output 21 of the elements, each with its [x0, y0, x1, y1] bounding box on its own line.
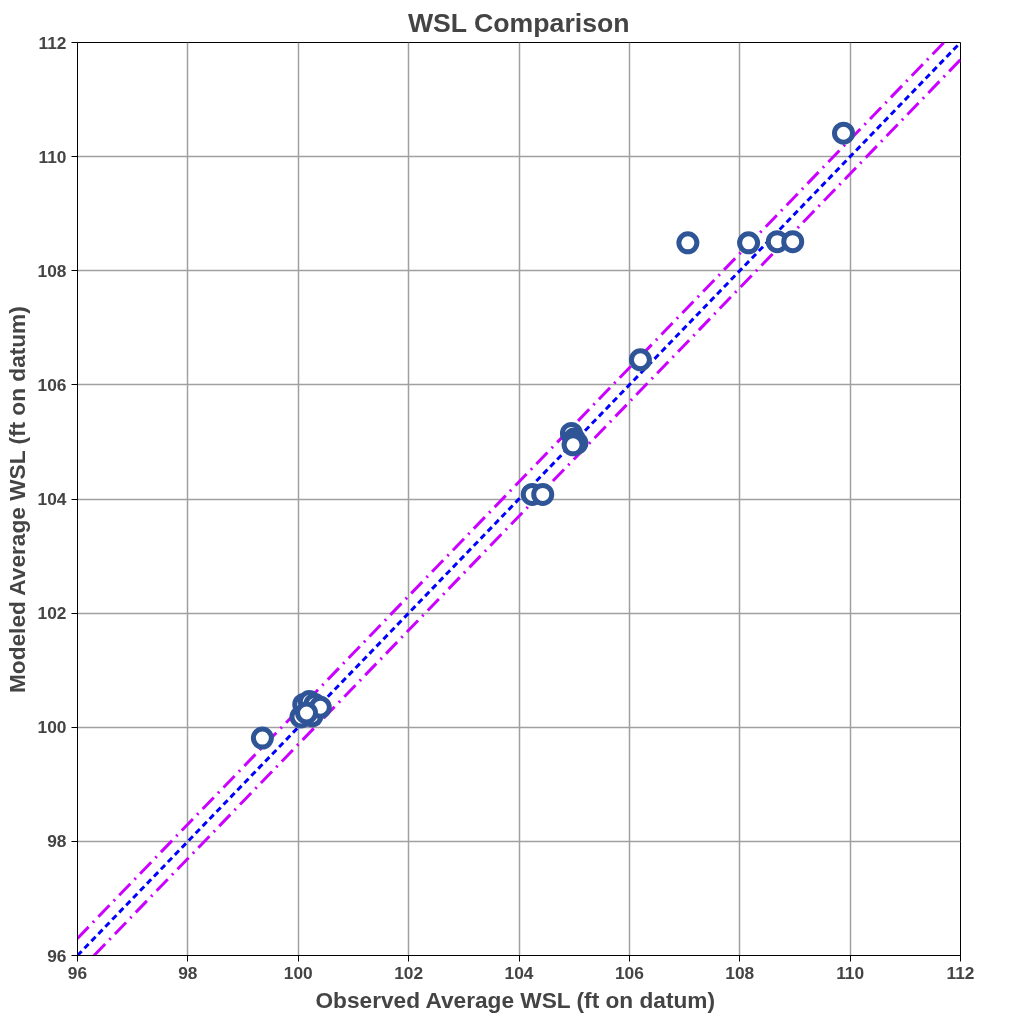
x-tick-label: 96 — [67, 962, 88, 983]
y-tick-label: 100 — [37, 717, 67, 738]
x-tick-label: 106 — [614, 962, 645, 983]
y-tick-label: 110 — [38, 146, 67, 167]
y-tick-label: 102 — [37, 603, 67, 624]
x-tick-label: 108 — [725, 962, 755, 983]
x-tick-label: 98 — [178, 962, 198, 983]
chart-title: WSL Comparison — [407, 7, 630, 38]
x-axis-title: Observed Average WSL (ft on datum) — [315, 986, 715, 1013]
y-axis-title: Modeled Average WSL (ft on datum) — [3, 306, 30, 694]
y-tick-label: 112 — [38, 32, 67, 53]
x-tick-label: 112 — [946, 962, 975, 983]
x-tick-label: 110 — [836, 962, 865, 983]
y-tick-label: 106 — [37, 374, 67, 395]
y-tick-label: 104 — [37, 489, 67, 509]
y-tick-label: 96 — [47, 945, 67, 966]
x-tick-label: 104 — [504, 962, 534, 983]
x-tick-label: 102 — [394, 962, 424, 983]
y-tick-label: 98 — [47, 831, 67, 852]
y-tick-label: 108 — [37, 260, 67, 281]
x-tick-label: 100 — [283, 962, 313, 983]
